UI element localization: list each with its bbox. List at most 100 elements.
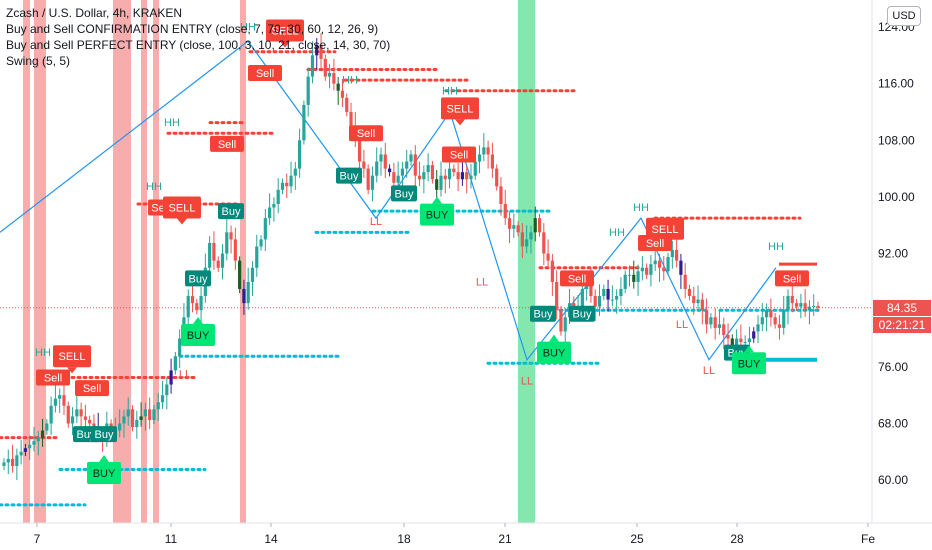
candle	[675, 235, 679, 268]
sell-signal-label-box	[36, 369, 70, 386]
candle	[268, 193, 272, 225]
candle-body	[10, 458, 15, 466]
lower-low-label: LL	[703, 365, 715, 377]
candle-body	[649, 264, 653, 275]
candle	[606, 279, 610, 312]
candle-body	[627, 274, 632, 276]
candle	[752, 327, 756, 343]
candle-body	[593, 296, 597, 307]
legend-indicator-perfect-entry[interactable]: Buy and Sell PERFECT ENTRY (close, 100, …	[6, 38, 391, 52]
candle-body	[396, 175, 400, 183]
candle	[469, 163, 473, 189]
candle	[426, 153, 430, 182]
candle-body	[272, 204, 276, 208]
candle	[220, 244, 225, 280]
candle-body	[28, 444, 32, 449]
price-tick-label: 60.00	[878, 473, 908, 487]
candle-body	[430, 165, 435, 180]
candle-body	[589, 281, 593, 297]
candle-body	[178, 338, 182, 357]
candle-body	[769, 310, 773, 318]
candle	[75, 395, 79, 424]
candle-body	[790, 296, 794, 304]
sell-signal-label-text: Sell	[44, 372, 62, 384]
lower-low-label: LL	[370, 216, 382, 228]
candle	[670, 240, 674, 269]
sell-entry-label-text: SELL	[272, 26, 299, 38]
legend-symbol[interactable]: Zcash / U.S. Dollar, 4h, KRAKEN	[6, 6, 183, 20]
candle-body	[730, 338, 734, 346]
candle-body	[293, 168, 297, 176]
time-tick-label: 28	[730, 532, 744, 546]
candle-body	[375, 161, 379, 176]
candle	[640, 256, 644, 281]
candle-body	[23, 448, 28, 452]
legend-indicator-swing[interactable]: Swing (5, 5)	[6, 54, 71, 68]
legend-indicator-confirmation[interactable]: Buy and Sell CONFIRMATION ENTRY (close, …	[6, 22, 379, 36]
candle	[452, 164, 456, 177]
buy-entry-label-text: BUY	[543, 348, 566, 360]
candle-body	[615, 296, 619, 300]
candle-body	[357, 140, 362, 162]
candle-body	[580, 288, 584, 307]
candle	[632, 260, 636, 289]
candle-body	[276, 189, 280, 204]
sell-zone-band	[240, 0, 246, 523]
candle	[405, 149, 409, 178]
candle-body	[435, 179, 439, 190]
candle	[687, 284, 692, 301]
buy-signal-label-box	[91, 426, 117, 443]
candle	[276, 178, 280, 214]
candle-body	[816, 305, 820, 308]
candle	[130, 405, 135, 432]
signal-marker: BUY	[732, 345, 766, 375]
candle	[328, 63, 332, 89]
candle-body	[323, 58, 327, 77]
candle-body	[32, 441, 36, 445]
candle-body	[255, 246, 259, 268]
candle-body	[6, 458, 10, 463]
candle-body	[208, 242, 212, 268]
candle-body	[109, 423, 113, 428]
candle-body	[722, 324, 726, 335]
candle	[409, 150, 413, 166]
buy-entry-label-box	[537, 341, 571, 364]
bar-countdown-label: 02:21:21	[873, 316, 931, 333]
candle	[28, 435, 32, 460]
candle-body	[662, 267, 666, 272]
candle-body	[199, 296, 203, 311]
sell-signal-label-text: Sell	[218, 139, 236, 151]
candle-body	[752, 331, 756, 339]
price-tick-label: 116.00	[878, 77, 914, 91]
candle	[413, 145, 417, 188]
signal-marker: SELL	[266, 19, 304, 48]
candle	[238, 256, 242, 294]
candle	[199, 286, 203, 322]
currency-button[interactable]: USD	[887, 6, 921, 26]
signal-marker: Sell	[442, 146, 476, 163]
candle-body	[298, 140, 302, 169]
sell-entry-label-box	[53, 345, 91, 368]
candle	[310, 41, 315, 84]
sell-signal-label-box	[775, 270, 809, 287]
candle	[2, 458, 6, 471]
candle	[799, 293, 803, 319]
candle	[40, 418, 45, 447]
candle-body	[88, 419, 92, 424]
sell-entry-label-text: SELL	[447, 103, 474, 115]
candle	[19, 440, 23, 465]
candle-body	[773, 317, 777, 325]
candle	[555, 270, 559, 320]
candle-body	[683, 274, 687, 289]
candle-body	[735, 338, 739, 346]
candle-body	[306, 76, 310, 105]
higher-high-label: HH	[768, 241, 784, 253]
candle	[387, 164, 392, 177]
candle	[756, 315, 760, 344]
sell-signal-label-text: Sell	[256, 68, 274, 80]
candle-body	[666, 257, 670, 272]
sell-signal-label-box	[349, 125, 383, 142]
candle	[229, 225, 233, 254]
candle-body	[456, 172, 460, 180]
